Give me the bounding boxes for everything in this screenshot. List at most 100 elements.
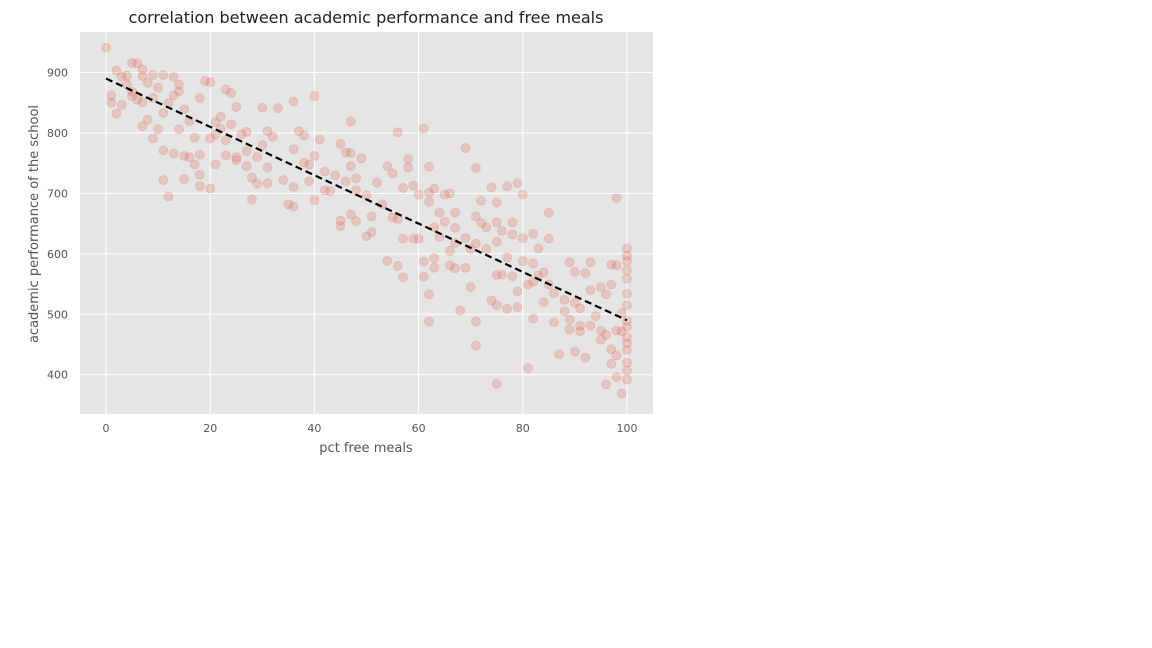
data-point xyxy=(549,317,559,328)
data-point xyxy=(241,146,252,156)
data-point xyxy=(528,313,539,324)
data-point xyxy=(606,279,617,290)
data-point xyxy=(517,256,528,266)
data-point xyxy=(184,152,195,163)
data-point xyxy=(481,244,492,254)
data-point xyxy=(231,152,242,163)
data-point xyxy=(585,320,596,331)
data-point xyxy=(236,129,247,140)
data-point xyxy=(262,162,273,173)
data-point xyxy=(158,145,169,156)
data-point xyxy=(606,358,617,369)
data-point xyxy=(424,289,434,300)
data-point xyxy=(444,188,455,199)
data-point xyxy=(486,182,497,193)
data-point xyxy=(205,133,216,144)
data-point xyxy=(491,217,502,228)
x-tick-label: 20 xyxy=(203,422,217,435)
data-point xyxy=(507,217,518,228)
data-point xyxy=(325,186,335,196)
data-point xyxy=(137,64,148,75)
data-point xyxy=(512,178,523,189)
data-point xyxy=(470,316,481,327)
data-point xyxy=(351,173,361,184)
data-point xyxy=(444,245,455,256)
data-point xyxy=(194,169,205,180)
data-point xyxy=(299,130,309,141)
data-point xyxy=(148,70,158,80)
data-point xyxy=(585,257,596,268)
data-point xyxy=(262,178,273,189)
data-point xyxy=(366,211,377,222)
data-point xyxy=(601,329,612,340)
data-point xyxy=(168,90,179,101)
data-point xyxy=(189,159,200,170)
chart-title: correlation between academic performance… xyxy=(129,8,604,27)
data-point xyxy=(194,181,205,192)
data-point xyxy=(497,269,507,280)
data-point xyxy=(351,216,361,227)
data-point xyxy=(596,282,606,292)
data-point xyxy=(611,350,622,361)
data-point xyxy=(585,285,596,295)
data-point xyxy=(372,177,382,188)
data-point xyxy=(267,131,278,142)
data-point xyxy=(220,84,231,95)
data-point xyxy=(168,148,179,159)
data-point xyxy=(288,144,299,155)
data-point xyxy=(611,260,622,271)
data-point xyxy=(345,209,356,220)
data-point xyxy=(622,256,632,266)
data-point xyxy=(622,374,632,385)
data-point xyxy=(413,189,424,200)
y-tick-label: 400 xyxy=(47,369,68,382)
data-point xyxy=(429,253,440,263)
data-point xyxy=(361,231,372,242)
data-point xyxy=(403,154,414,164)
y-tick-label: 600 xyxy=(47,248,68,261)
data-point xyxy=(246,172,257,183)
data-point xyxy=(398,272,408,283)
data-point xyxy=(470,340,481,351)
data-point xyxy=(564,324,575,335)
data-point xyxy=(200,76,210,86)
data-point xyxy=(174,79,184,90)
data-point xyxy=(299,157,309,168)
data-point xyxy=(111,108,122,119)
data-point xyxy=(345,147,356,158)
data-point xyxy=(179,173,190,184)
data-point xyxy=(179,151,190,161)
data-point xyxy=(596,325,606,336)
data-point xyxy=(220,150,231,161)
data-point xyxy=(575,303,585,314)
data-point xyxy=(210,159,221,170)
data-point xyxy=(403,162,414,173)
data-point xyxy=(345,161,356,172)
data-point xyxy=(194,149,205,160)
data-point xyxy=(559,294,570,305)
data-point xyxy=(622,332,632,343)
data-point xyxy=(523,279,533,290)
data-point xyxy=(168,71,179,82)
data-point xyxy=(424,316,434,327)
data-point xyxy=(309,91,320,101)
data-point xyxy=(606,344,617,355)
data-point xyxy=(507,271,518,282)
data-point xyxy=(611,193,622,204)
data-point xyxy=(153,124,164,135)
data-point xyxy=(424,161,434,172)
data-point xyxy=(554,349,565,360)
data-point xyxy=(611,372,622,383)
data-point xyxy=(137,71,148,82)
data-point xyxy=(382,256,393,266)
data-point xyxy=(528,276,539,287)
data-point xyxy=(538,267,549,278)
data-point xyxy=(517,189,528,200)
plot-area xyxy=(80,32,653,414)
data-point xyxy=(340,176,351,187)
x-tick-label: 40 xyxy=(307,422,321,435)
y-tick-label: 800 xyxy=(47,127,68,140)
data-point xyxy=(622,243,632,254)
data-point xyxy=(491,197,502,208)
